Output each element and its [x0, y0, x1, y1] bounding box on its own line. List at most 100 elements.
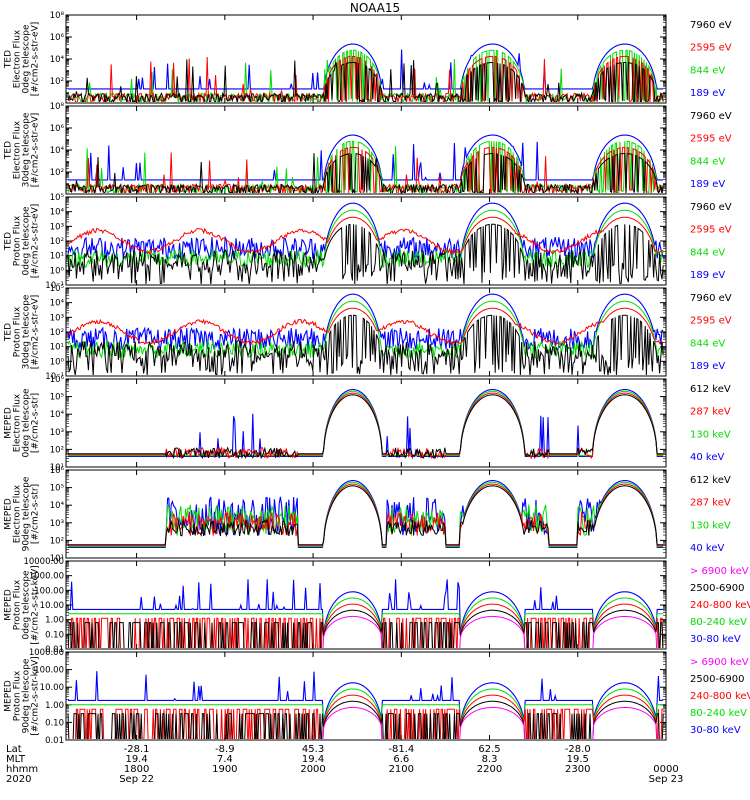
series-line — [70, 603, 664, 648]
x-tick-lat: 62.5 — [478, 744, 500, 755]
series-line — [68, 481, 664, 548]
legend-entry: 7960 eV — [690, 293, 732, 304]
data-traces — [68, 389, 664, 460]
series-line — [68, 392, 664, 460]
panel-2: 10² 10⁴ 10⁶ 10⁸ TEDElectron Flux30deg telesc… — [4, 102, 732, 195]
legend-entry: 844 eV — [690, 338, 725, 349]
x-tick-mlt: 19.5 — [567, 754, 589, 765]
series-line — [67, 55, 664, 102]
y-tick-label: 10⁴ — [50, 55, 65, 65]
y-tick-label: 10⁵ — [50, 484, 64, 494]
y-tick-label: 10⁶ — [50, 124, 65, 134]
x-axis-row-label: hhmm — [6, 764, 38, 775]
legend-entry: > 6900 keV — [690, 566, 749, 577]
series-line — [68, 394, 664, 460]
y-tick-label: 10⁻¹ — [45, 281, 64, 291]
panel-5: 10¹ 10² 10³ 10⁴ 10⁵ 10⁶ MEPEDElectron Flux0deg… — [4, 375, 731, 473]
y-tick-label: 10¹ — [50, 252, 64, 262]
y-axis-label-line: 30deg telescope — [22, 294, 32, 369]
legend-entry: 2595 eV — [690, 43, 732, 54]
y-tick-label: 10⁵ — [50, 193, 64, 203]
legend-entry: 2595 eV — [690, 316, 732, 327]
y-axis-label-line: [#/cm2-s-str-eV] — [31, 204, 41, 279]
legend-entry: 40 keV — [690, 543, 724, 554]
x-tick-time: 1900 — [212, 764, 237, 775]
legend-entry: 7960 eV — [690, 202, 732, 213]
x-tick-time: 2200 — [477, 764, 502, 775]
y-axis-label-line: TED — [4, 50, 14, 69]
panel-3: 10⁻¹ 10⁰ 10¹ 10² 10³ 10⁴ 10⁵ TEDProton Flux0deg… — [4, 193, 732, 291]
x-tick-time: 0000 — [653, 764, 678, 775]
y-tick-label: 10⁴ — [50, 146, 65, 156]
y-axis-label: MEPEDElectron Flux0deg telescope[#/cm2-s… — [4, 388, 41, 458]
y-axis-label-line: Proton Flux — [13, 579, 23, 630]
panel-frame — [65, 469, 667, 559]
y-tick-label: 10⁵ — [50, 284, 64, 294]
y-axis-label-line: Proton Flux — [13, 670, 23, 721]
panel-4: 10⁻¹ 10⁰ 10¹ 10² 10³ 10⁴ 10⁵ TEDProton Flux30de… — [4, 284, 732, 382]
legend-entry: 30-80 keV — [690, 634, 741, 645]
x-tick-time: 2100 — [389, 764, 414, 775]
y-tick-label: 10² — [50, 445, 64, 455]
y-tick-label: 10⁰ — [50, 357, 65, 367]
series-line — [67, 59, 664, 102]
series-line — [67, 202, 664, 261]
y-tick-label: 10² — [50, 328, 64, 338]
x-tick-mlt: 7.4 — [217, 754, 233, 765]
legend-entry: 240-800 keV — [690, 691, 750, 702]
y-tick-label: 10¹ — [50, 463, 64, 473]
series-line — [67, 314, 664, 375]
y-axis-label-line: 90deg telescope — [22, 658, 32, 733]
legend-entry: 2595 eV — [690, 225, 732, 236]
x-tick-time: 2000 — [300, 764, 325, 775]
y-axis-label-line: [#/cm2-s-str-eV] — [31, 22, 41, 97]
y-tick-label: 0.01 — [45, 645, 64, 655]
y-tick-label: 10⁻¹ — [45, 372, 64, 382]
legend-entry: 130 keV — [690, 429, 731, 440]
data-traces — [67, 134, 664, 193]
y-tick-label: 0.10 — [45, 630, 64, 640]
legend-entry: 7960 eV — [690, 20, 732, 31]
legend-entry: 30-80 keV — [690, 725, 741, 736]
y-axis-label-line: Electron Flux — [13, 393, 23, 452]
panel-6: 10¹ 10² 10³ 10⁴ 10⁵ 10⁶ MEPEDElectron Flux90de… — [4, 466, 731, 564]
series-line — [67, 300, 664, 360]
y-tick-label: 100.00 — [34, 586, 64, 596]
y-axis-label: TEDElectron Flux0deg telescope[#/cm2-s-s… — [4, 22, 41, 97]
y-axis-label-line: Electron Flux — [13, 120, 23, 179]
x-axis-labels: LatMLThhmm2020-28.119.41800-8.97.4190045… — [6, 744, 683, 785]
y-axis-label-line: 0deg telescope — [22, 24, 32, 94]
series-line — [322, 615, 658, 648]
y-axis-label-line: TED — [4, 141, 14, 160]
y-axis-label-line: 0deg telescope — [22, 206, 32, 276]
y-tick-label: 10.00 — [40, 683, 64, 693]
y-tick-label: 10⁸ — [50, 11, 65, 21]
x-tick-mlt: 6.6 — [393, 754, 409, 765]
y-axis-label: MEPEDElectron Flux90deg telescope[#/cm2-… — [4, 476, 41, 551]
data-traces — [67, 293, 664, 375]
y-axis-label-line: MEPED — [4, 498, 14, 530]
panel-frame — [65, 651, 667, 741]
series-line — [67, 153, 664, 193]
legend-entry: 287 keV — [690, 498, 731, 509]
series-line — [67, 307, 664, 346]
legend-entry: 844 eV — [690, 65, 725, 76]
x-tick-time: 2300 — [565, 764, 590, 775]
y-tick-label: 10⁵ — [50, 393, 64, 403]
data-traces — [67, 579, 664, 648]
panel-frame — [65, 378, 667, 468]
y-axis-label-line: TED — [4, 232, 14, 251]
y-tick-label: 10¹ — [50, 554, 64, 564]
x-axis-row-label: MLT — [6, 754, 26, 765]
x-end-date: Sep 23 — [649, 774, 684, 785]
y-axis-label-line: 0deg telescope — [22, 388, 32, 458]
legend-entry: 189 eV — [690, 179, 725, 190]
y-axis-label-line: [#/cm2-s-str-eV] — [31, 295, 41, 370]
y-tick-label: 0.01 — [45, 736, 64, 746]
legend-entry: 612 keV — [690, 384, 731, 395]
y-axis-label: TEDProton Flux0deg telescope[#/cm2-s-str… — [4, 204, 41, 279]
data-traces — [68, 480, 664, 548]
y-axis-label-line: TED — [4, 323, 14, 342]
y-tick-label: 1.00 — [45, 616, 64, 626]
